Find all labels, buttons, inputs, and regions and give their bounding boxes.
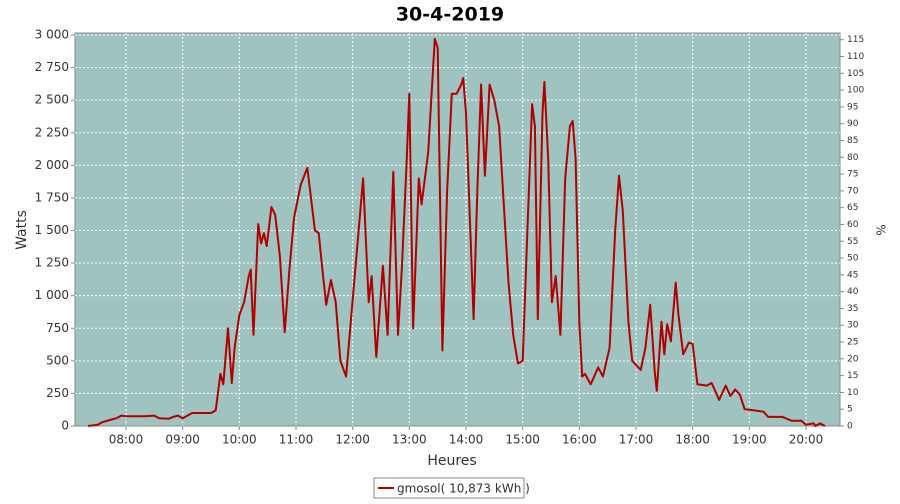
y-tick-label: 1 750 bbox=[35, 190, 69, 204]
y2-tick-label: 65 bbox=[847, 203, 858, 213]
x-tick-label: 15:00 bbox=[505, 433, 540, 447]
y2-tick-label: 50 bbox=[847, 254, 859, 264]
y2-tick-label: 5 bbox=[847, 405, 853, 415]
x-tick-label: 09:00 bbox=[165, 433, 200, 447]
y2-tick-label: 80 bbox=[847, 153, 859, 163]
y2-tick-label: 35 bbox=[847, 304, 858, 314]
y-tick-label: 250 bbox=[46, 386, 69, 400]
y-axis-label: Watts bbox=[14, 210, 30, 250]
y2-tick-label: 40 bbox=[847, 287, 859, 297]
y2-tick-label: 110 bbox=[847, 52, 864, 62]
y2-tick-label: 85 bbox=[847, 136, 858, 146]
x-tick-label: 14:00 bbox=[449, 433, 484, 447]
x-tick-label: 16:00 bbox=[562, 433, 597, 447]
data-line bbox=[88, 37, 826, 427]
y-tick-label: 2 500 bbox=[35, 93, 69, 107]
y-tick-label: 1 250 bbox=[35, 256, 69, 270]
legend-label: gmosol( 10,873 kWh ) bbox=[397, 482, 530, 496]
y2-tick-label: 45 bbox=[847, 270, 858, 280]
y-tick-label: 750 bbox=[46, 321, 69, 335]
y2-tick-label: 25 bbox=[847, 338, 858, 348]
x-tick-label: 11:00 bbox=[279, 433, 314, 447]
y2-tick-label: 100 bbox=[847, 86, 864, 96]
y2-tick-label: 55 bbox=[847, 237, 858, 247]
x-tick-label: 12:00 bbox=[335, 433, 370, 447]
y2-tick-label: 90 bbox=[847, 119, 859, 129]
legend bbox=[373, 477, 525, 499]
x-tick-label: 17:00 bbox=[619, 433, 654, 447]
x-tick-label: 08:00 bbox=[109, 433, 144, 447]
y-tick-label: 0 bbox=[61, 419, 69, 433]
y2-tick-label: 0 bbox=[847, 422, 853, 432]
x-tick-label: 18:00 bbox=[675, 433, 710, 447]
y-tick-label: 1 000 bbox=[35, 288, 69, 302]
chart-title: 30-4-2019 bbox=[396, 4, 504, 26]
y2-tick-label: 75 bbox=[847, 170, 858, 180]
y2-tick-label: 115 bbox=[847, 35, 864, 45]
y2-tick-label: 10 bbox=[847, 388, 859, 398]
y-tick-label: 1 500 bbox=[35, 223, 69, 237]
x-axis-label: Heures bbox=[427, 453, 476, 469]
x-tick-label: 20:00 bbox=[789, 433, 824, 447]
y2-tick-label: 95 bbox=[847, 102, 858, 112]
y-tick-label: 3 000 bbox=[35, 28, 69, 42]
y2-tick-label: 20 bbox=[847, 354, 859, 364]
y2-tick-label: 30 bbox=[847, 321, 859, 331]
y2-axis-label: % bbox=[874, 224, 888, 235]
y2-tick-label: 15 bbox=[847, 371, 858, 381]
y2-tick-label: 60 bbox=[847, 220, 859, 230]
y-tick-label: 500 bbox=[46, 353, 69, 367]
y-tick-label: 2 750 bbox=[35, 60, 69, 74]
x-tick-label: 13:00 bbox=[392, 433, 427, 447]
x-tick-label: 10:00 bbox=[222, 433, 257, 447]
y-tick-label: 2 000 bbox=[35, 158, 69, 172]
y2-tick-label: 105 bbox=[847, 69, 864, 79]
y2-tick-label: 70 bbox=[847, 186, 859, 196]
x-tick-label: 19:00 bbox=[732, 433, 767, 447]
y-tick-label: 2 250 bbox=[35, 125, 69, 139]
